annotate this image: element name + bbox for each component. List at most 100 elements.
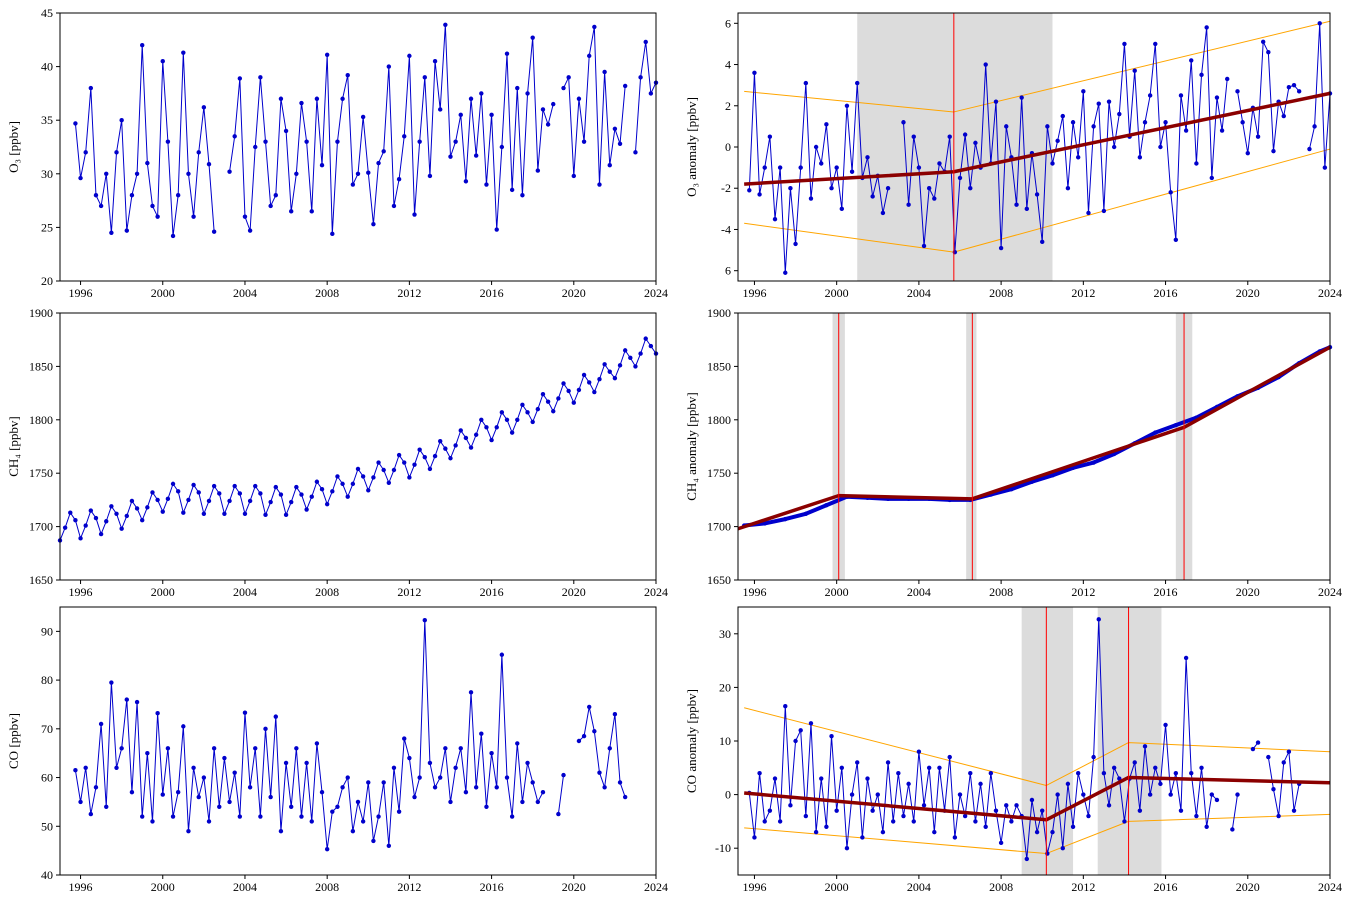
y-tick-label: 40 bbox=[41, 60, 53, 74]
y-tick-label: 1900 bbox=[29, 306, 53, 320]
data-point bbox=[196, 150, 201, 155]
data-point bbox=[1189, 770, 1194, 776]
plot-area bbox=[60, 607, 656, 875]
data-point bbox=[222, 511, 227, 516]
data-point bbox=[1168, 190, 1173, 195]
data-point bbox=[545, 122, 551, 127]
data-point bbox=[937, 161, 942, 166]
data-point bbox=[324, 52, 330, 58]
x-tick-label: 2020 bbox=[1236, 286, 1260, 300]
data-point bbox=[247, 785, 253, 790]
y-tick-label: -2 bbox=[721, 181, 731, 195]
data-point bbox=[165, 746, 171, 751]
data-point bbox=[581, 372, 587, 378]
data-point bbox=[191, 214, 196, 219]
data-point bbox=[458, 428, 463, 433]
data-point bbox=[916, 749, 922, 754]
x-tick-label: 2024 bbox=[1318, 286, 1342, 300]
data-point bbox=[473, 785, 479, 790]
data-point bbox=[1055, 138, 1060, 144]
data-point bbox=[289, 209, 294, 214]
data-point bbox=[587, 380, 592, 385]
data-point bbox=[253, 483, 258, 489]
data-point bbox=[366, 488, 371, 493]
data-point bbox=[463, 435, 469, 441]
data-point bbox=[247, 228, 253, 233]
data-point bbox=[926, 765, 932, 770]
data-point bbox=[175, 489, 181, 494]
data-point bbox=[489, 437, 494, 443]
data-point bbox=[366, 170, 371, 175]
data-point bbox=[1004, 124, 1009, 129]
data-point bbox=[1147, 792, 1153, 797]
data-point bbox=[1091, 124, 1096, 129]
data-point bbox=[258, 814, 263, 819]
data-point bbox=[1070, 120, 1076, 125]
data-point bbox=[962, 132, 968, 137]
data-point bbox=[314, 741, 320, 746]
data-point bbox=[1024, 856, 1030, 862]
frame bbox=[59, 606, 657, 876]
data-point bbox=[793, 738, 798, 744]
data-point bbox=[479, 731, 484, 736]
x-tick-label: 2004 bbox=[907, 880, 931, 894]
data-point bbox=[355, 171, 361, 176]
series-line bbox=[74, 24, 657, 237]
data-point bbox=[124, 513, 129, 519]
data-point bbox=[885, 186, 891, 191]
data-point bbox=[1045, 851, 1050, 856]
data-point bbox=[1235, 89, 1240, 94]
x-tick-label: 2008 bbox=[315, 585, 339, 599]
data-point bbox=[520, 799, 525, 805]
x-tick-label: 2008 bbox=[315, 880, 339, 894]
data-point bbox=[767, 134, 773, 139]
data-point bbox=[278, 828, 284, 834]
data-point bbox=[1055, 792, 1060, 797]
y-tick-label: 25 bbox=[41, 220, 53, 234]
x-tick-label: 1996 bbox=[742, 880, 766, 894]
data-point bbox=[757, 192, 762, 197]
data-point bbox=[1255, 740, 1261, 745]
x-tick-label: 2012 bbox=[397, 880, 421, 894]
data-point bbox=[752, 835, 757, 840]
data-point bbox=[762, 521, 767, 526]
data-point bbox=[561, 85, 566, 91]
data-point bbox=[499, 652, 505, 657]
data-point bbox=[1147, 93, 1153, 98]
data-point bbox=[875, 792, 880, 797]
x-tick-label: 2000 bbox=[151, 880, 175, 894]
data-point bbox=[597, 377, 602, 382]
data-point bbox=[1106, 803, 1112, 808]
data-point bbox=[926, 186, 932, 191]
data-point bbox=[1163, 722, 1168, 728]
data-point bbox=[453, 139, 458, 144]
data-point bbox=[783, 516, 788, 522]
data-point bbox=[438, 775, 443, 780]
data-point bbox=[1230, 827, 1235, 832]
data-point bbox=[581, 139, 587, 144]
data-point bbox=[335, 139, 340, 144]
plot-area bbox=[60, 313, 656, 580]
y-tick-label: 0 bbox=[725, 140, 731, 154]
data-point bbox=[165, 496, 171, 502]
data-point bbox=[1281, 113, 1286, 119]
data-point bbox=[566, 388, 571, 394]
data-point bbox=[170, 814, 176, 819]
data-point bbox=[607, 163, 612, 168]
data-point bbox=[129, 193, 135, 198]
data-point bbox=[1225, 76, 1230, 82]
y-tick-label: 6 bbox=[725, 16, 731, 30]
data-point bbox=[258, 491, 263, 496]
y-tick-label: 10 bbox=[719, 734, 731, 748]
data-point bbox=[633, 364, 638, 369]
data-point bbox=[304, 139, 309, 144]
data-point bbox=[597, 770, 602, 775]
x-tick-label: 2016 bbox=[1154, 585, 1178, 599]
data-point bbox=[150, 819, 155, 824]
data-point bbox=[1173, 237, 1179, 242]
data-point bbox=[114, 765, 119, 770]
data-point bbox=[813, 144, 819, 150]
data-point bbox=[186, 828, 191, 834]
data-point bbox=[119, 526, 124, 531]
y-tick-label: 40 bbox=[41, 868, 53, 882]
